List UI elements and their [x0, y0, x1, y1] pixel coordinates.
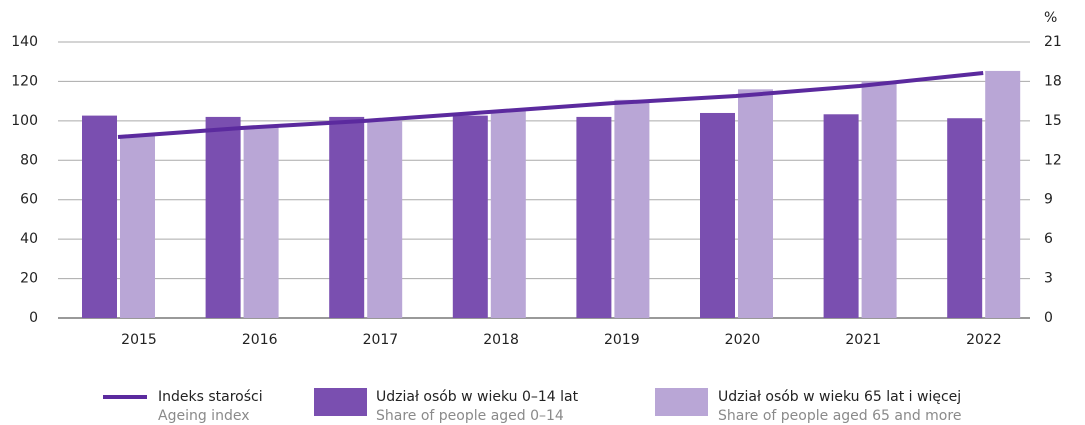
y2-tick-label: 6 — [1044, 231, 1053, 247]
x-tick-label: 2019 — [604, 332, 640, 348]
y2-tick-label: 9 — [1044, 192, 1053, 208]
y-tick-label: 20 — [20, 271, 38, 287]
y-tick-label: 140 — [11, 34, 38, 50]
y-tick-label: 0 — [29, 310, 38, 326]
bar — [614, 99, 650, 318]
x-tick-label: 2022 — [966, 332, 1002, 348]
bar — [823, 114, 859, 319]
x-tick-label: 2015 — [121, 332, 157, 348]
legend-swatch — [314, 388, 367, 416]
bar — [205, 116, 241, 319]
legend-label-en: Share of people aged 0–14 — [376, 408, 564, 424]
legend-swatch — [655, 388, 708, 416]
x-tick-label: 2021 — [845, 332, 881, 348]
bar — [985, 70, 1021, 319]
legend-label-en: Share of people aged 65 and more — [718, 408, 961, 424]
bar — [452, 115, 488, 318]
bar — [700, 112, 735, 318]
y-tick-label: 100 — [11, 113, 38, 129]
y2-tick-label: 3 — [1044, 271, 1053, 287]
line — [117, 70, 984, 140]
bar — [329, 116, 365, 319]
y-tick-label: 120 — [11, 73, 38, 89]
legend-label: Udział osób w wieku 0–14 lat — [376, 389, 579, 405]
x-tick-label: 2017 — [363, 332, 399, 348]
y-tick-label: 80 — [20, 152, 38, 168]
bar — [861, 81, 897, 318]
legend-label: Indeks starości — [158, 389, 263, 405]
y2-tick-label: 12 — [1044, 152, 1062, 168]
bar — [120, 135, 155, 318]
y2-tick-label: 18 — [1044, 73, 1062, 89]
bar — [82, 115, 117, 318]
bar — [738, 89, 773, 318]
x-tick-label: 2018 — [483, 332, 519, 348]
bar — [490, 110, 526, 318]
legend-label-en: Ageing index — [158, 408, 249, 424]
y2-tick-label: 0 — [1044, 310, 1053, 326]
y2-tick-label: 21 — [1044, 34, 1062, 50]
y-tick-label: 40 — [20, 231, 38, 247]
bar — [576, 116, 612, 319]
y-tick-label: 60 — [20, 192, 38, 208]
y2-axis-label: % — [1044, 10, 1057, 26]
legend-label: Udział osób w wieku 65 lat i więcej — [718, 389, 961, 405]
bar — [947, 118, 983, 318]
x-tick-label: 2020 — [725, 332, 761, 348]
y2-tick-label: 15 — [1044, 113, 1062, 129]
x-tick-label: 2016 — [242, 332, 278, 348]
bar — [367, 120, 403, 318]
bar — [243, 127, 279, 318]
